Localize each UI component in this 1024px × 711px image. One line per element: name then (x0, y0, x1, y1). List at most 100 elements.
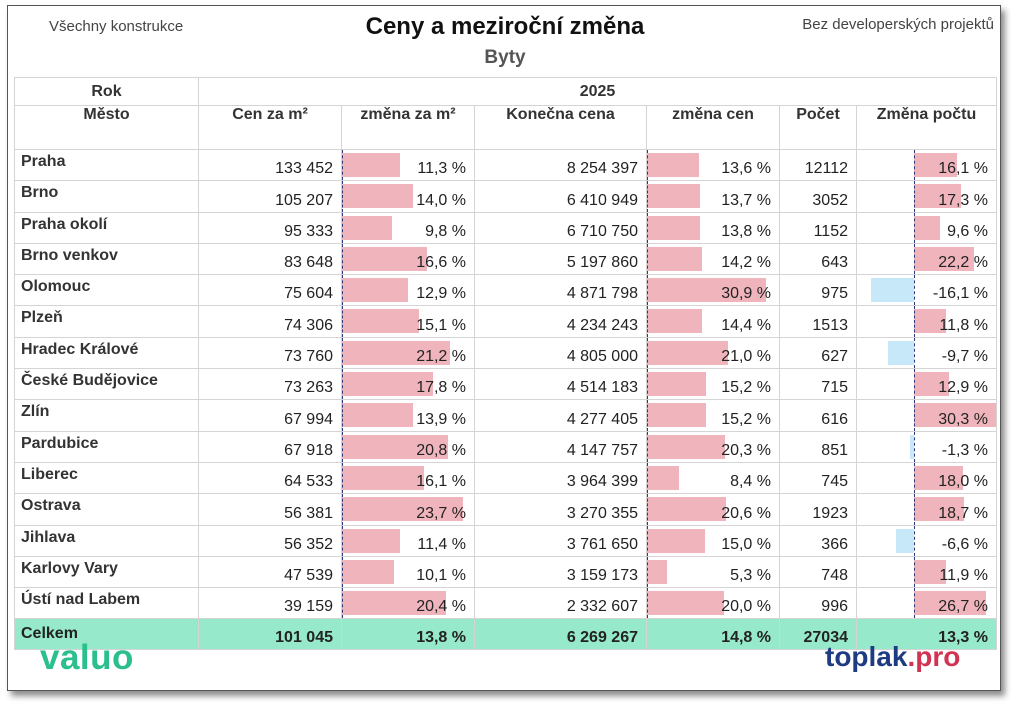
change-per-m2-value: 9,8 % (425, 222, 466, 240)
change-price-axis (647, 181, 648, 212)
change-count: 18,7 % (856, 493, 997, 526)
final-price: 4 147 757 (474, 430, 647, 463)
col-header-price-m2: Cen za m² (198, 105, 342, 150)
price-per-m2: 39 159 (198, 587, 342, 620)
price-per-m2: 64 533 (198, 461, 342, 495)
listing-count: 366 (779, 524, 857, 557)
final-price: 4 514 183 (474, 368, 647, 401)
final-price: 5 197 860 (474, 242, 647, 276)
change-per-m2-value: 11,3 % (417, 160, 466, 178)
change-per-m2: 21,2 % (341, 336, 475, 370)
listing-count: 3052 (779, 180, 857, 213)
change-count: -9,7 % (856, 336, 997, 370)
change-per-m2-bar (342, 215, 392, 240)
table-row: Praha 133 452 11,3 % 8 254 397 13,6 % 12112 16… (14, 148, 997, 182)
page-title: Ceny a meziroční změna (365, 13, 645, 40)
change-per-m2-bar (342, 403, 413, 428)
change-price-value: 21,0 % (721, 348, 771, 366)
change-price-value: 15,2 % (721, 379, 771, 397)
change-per-m2-axis (342, 494, 343, 525)
change-price: 13,6 % (646, 148, 780, 182)
change-count-value: 17,3 % (938, 191, 988, 209)
change-price: 15,2 % (646, 399, 780, 432)
final-price: 2 332 607 (474, 587, 647, 620)
change-per-m2-axis (342, 275, 343, 305)
change-per-m2: 16,6 % (341, 242, 475, 276)
change-per-m2-axis (342, 244, 343, 274)
change-count-value: 22,2 % (938, 254, 988, 272)
change-price-value: 14,4 % (721, 316, 771, 334)
change-per-m2: 9,8 % (341, 211, 475, 244)
change-count-bar (896, 528, 914, 553)
change-count-axis (914, 557, 915, 587)
final-price: 6 410 949 (474, 180, 647, 213)
year-value: 2025 (198, 77, 997, 106)
change-count-value: -9,7 % (941, 348, 988, 366)
change-price-axis (647, 526, 648, 556)
price-per-m2: 73 263 (198, 368, 342, 401)
change-per-m2-bar (342, 372, 433, 397)
total-label: Celkem (14, 618, 199, 651)
col-header-change-count: Změna počtu (856, 105, 997, 150)
city-name: Pardubice (14, 430, 199, 463)
change-count-value: 16,1 % (938, 160, 988, 178)
change-count: 30,3 % (856, 399, 997, 432)
change-price-axis (647, 588, 648, 618)
city-name: Praha (14, 148, 199, 182)
final-price: 8 254 397 (474, 148, 647, 182)
change-per-m2: 14,0 % (341, 180, 475, 213)
change-price: 20,6 % (646, 493, 780, 526)
change-per-m2-bar (342, 559, 394, 584)
change-count-axis (914, 181, 915, 212)
change-price-axis (647, 150, 648, 180)
change-count-axis (914, 306, 915, 337)
change-price-axis (647, 306, 648, 337)
year-label: Rok (14, 77, 199, 106)
table-row: Ostrava 56 381 23,7 % 3 270 355 20,6 % 1923 18… (14, 493, 997, 526)
price-per-m2: 83 648 (198, 242, 342, 276)
column-header-row: Město Cen za m² změna za m² Konečna cena… (14, 105, 997, 150)
change-per-m2: 20,8 % (341, 430, 475, 463)
change-per-m2-bar (342, 246, 427, 271)
change-count-value: 12,9 % (938, 379, 988, 397)
change-price-value: 20,6 % (721, 504, 771, 522)
change-per-m2-axis (342, 181, 343, 212)
table-row: Brno venkov 83 648 16,6 % 5 197 860 14,2 % 64… (14, 242, 997, 276)
change-count-axis (914, 244, 915, 274)
change-price-value: 13,8 % (721, 222, 771, 240)
city-name: Brno venkov (14, 242, 199, 276)
final-price: 6 710 750 (474, 211, 647, 244)
listing-count: 975 (779, 274, 857, 307)
change-per-m2: 12,9 % (341, 274, 475, 307)
change-price-axis (647, 400, 648, 431)
change-price-bar (647, 403, 706, 428)
change-count-axis (914, 338, 915, 368)
change-price-value: 13,7 % (721, 191, 771, 209)
change-count-value: 11,9 % (939, 567, 988, 585)
change-count: 12,9 % (856, 368, 997, 401)
change-per-m2-axis (342, 338, 343, 368)
change-count-axis (914, 400, 915, 431)
change-per-m2: 10,1 % (341, 555, 475, 589)
change-price-value: 13,6 % (721, 160, 771, 178)
change-count-axis (914, 494, 915, 525)
change-count-bar (914, 215, 940, 240)
change-count: 16,1 % (856, 148, 997, 182)
city-name: Ústí nad Labem (14, 587, 199, 620)
change-count-value: -1,3 % (941, 441, 988, 459)
total-change-count: 13,3 % (856, 618, 997, 651)
change-price-value: 30,9 % (721, 285, 771, 303)
total-row: Celkem 101 045 13,8 % 6 269 267 14,8 % 2… (14, 618, 997, 651)
city-name: Brno (14, 180, 199, 213)
change-price: 21,0 % (646, 336, 780, 370)
year-header-row: Rok 2025 (14, 77, 997, 106)
change-price-axis (647, 275, 648, 305)
total-price-m2: 101 045 (198, 618, 342, 651)
change-count-value: 30,3 % (938, 410, 988, 428)
change-per-m2-bar (342, 278, 408, 303)
change-per-m2-axis (342, 306, 343, 337)
col-header-change-price: změna cen (646, 105, 780, 150)
toplak-logo-main: toplak (825, 641, 908, 672)
change-count-bar (914, 309, 946, 334)
city-name: Jihlava (14, 524, 199, 557)
